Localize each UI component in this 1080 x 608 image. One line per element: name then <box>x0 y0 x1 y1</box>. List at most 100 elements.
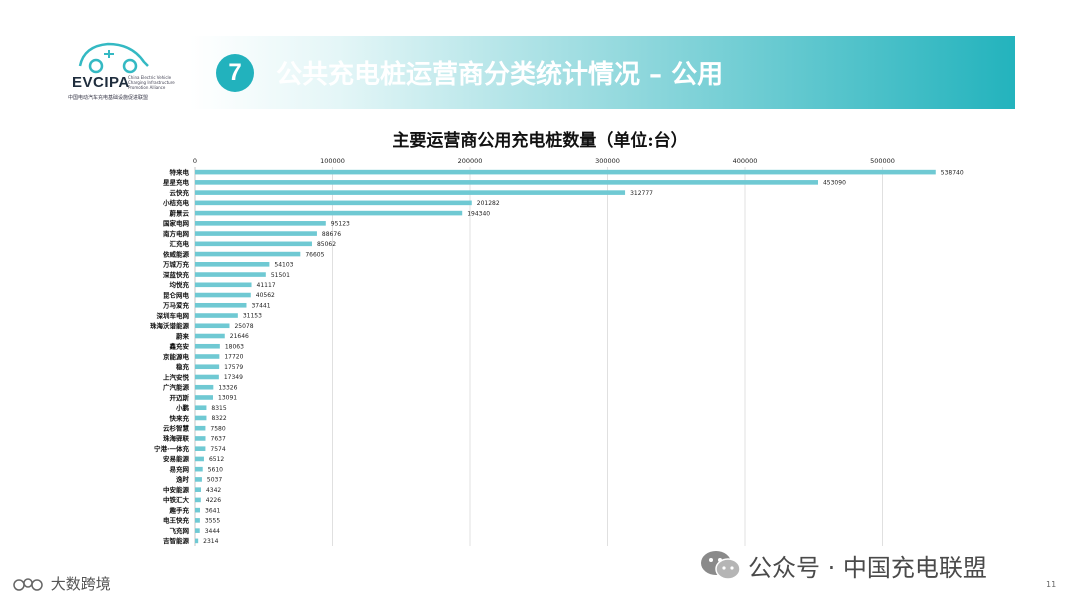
category-label: 特来电 <box>170 167 190 176</box>
bar <box>195 425 206 431</box>
bar <box>195 262 270 267</box>
bar <box>195 241 312 247</box>
bar <box>195 436 206 441</box>
value-label: 2314 <box>203 538 218 545</box>
category-label: 易充网 <box>170 464 190 473</box>
bar <box>195 487 201 492</box>
value-label: 37441 <box>251 302 270 309</box>
category-label: 小桔充电 <box>162 198 190 207</box>
category-label: 趣手充 <box>169 505 190 514</box>
wechat-account: 公众号 · 中国充电联盟 <box>748 554 987 582</box>
bar <box>195 210 463 216</box>
bar <box>195 169 936 175</box>
value-label: 54103 <box>274 262 293 269</box>
bar <box>195 456 204 462</box>
bar <box>195 364 220 370</box>
category-label: 吉智能源 <box>163 536 190 545</box>
source-brand-name: 大数跨境 <box>50 575 111 593</box>
bar <box>195 374 219 380</box>
bar <box>195 395 214 400</box>
bar <box>195 200 472 206</box>
category-label: 云快充 <box>170 188 190 197</box>
chart-title: 主要运营商公用充电桩数量（单位:台） <box>392 131 688 151</box>
category-label: 蔚景云 <box>170 208 190 217</box>
category-label: 鑫充安 <box>169 342 190 351</box>
value-label: 5037 <box>207 477 222 484</box>
value-label: 538740 <box>941 169 964 176</box>
value-label: 51501 <box>271 272 290 279</box>
category-label: 电王快充 <box>163 516 190 525</box>
category-label: 昆仑网电 <box>163 290 190 299</box>
value-label: 25078 <box>234 323 253 330</box>
category-label: 快来充 <box>170 413 190 422</box>
value-label: 88676 <box>322 231 341 238</box>
bar <box>195 405 207 411</box>
brand-chinese: 中国电动汽车充电基础设施促进联盟 <box>68 95 149 101</box>
value-label: 17579 <box>224 364 243 371</box>
value-label: 3641 <box>205 507 220 514</box>
value-label: 3444 <box>205 528 220 535</box>
value-label: 201282 <box>477 200 500 207</box>
value-label: 7637 <box>211 436 226 443</box>
category-label: 国家电网 <box>163 219 190 228</box>
value-label: 8315 <box>211 405 226 412</box>
bar <box>195 333 225 339</box>
category-label: 逸时 <box>176 475 190 484</box>
value-label: 13326 <box>218 384 237 391</box>
category-label: 万城万充 <box>162 260 190 269</box>
x-tick-label: 200000 <box>458 157 483 165</box>
wechat-icon <box>701 551 741 580</box>
bar <box>195 354 220 359</box>
category-label: 珠海沃谱能源 <box>150 321 190 330</box>
value-label: 6512 <box>209 456 224 463</box>
bar <box>195 538 199 544</box>
bar <box>195 477 202 482</box>
category-label: 上汽安悦 <box>163 372 190 381</box>
category-label: 小鹏 <box>175 403 190 412</box>
bar <box>195 446 206 451</box>
value-label: 41117 <box>257 282 276 289</box>
bar <box>195 497 201 503</box>
category-label: 汇充电 <box>170 239 190 248</box>
page-number: 11 <box>1046 580 1057 589</box>
bar <box>195 272 266 277</box>
category-label: 京能源电 <box>163 352 190 361</box>
brand-name: EVCIPA <box>72 74 130 91</box>
category-label: 中安能源 <box>163 485 190 494</box>
value-label: 3555 <box>205 518 220 525</box>
bar <box>195 343 220 349</box>
category-label: 广汽能源 <box>163 383 190 392</box>
bar <box>195 528 200 533</box>
value-label: 4342 <box>206 487 221 494</box>
value-label: 40562 <box>256 292 275 299</box>
x-tick-label: 500000 <box>870 157 895 165</box>
bar <box>195 384 214 390</box>
section-header: 7 公共充电桩运营商分类统计情况 – 公用 <box>190 36 1015 109</box>
category-label: 云杉智慧 <box>163 424 190 433</box>
category-label: 均悦充 <box>170 280 190 289</box>
bar <box>195 323 230 329</box>
value-label: 95123 <box>331 221 350 228</box>
bar <box>195 313 238 318</box>
value-label: 453090 <box>823 180 846 187</box>
bar <box>195 180 818 185</box>
category-label: 深圳车电网 <box>157 311 190 320</box>
source-brand: 大数跨境 <box>12 573 111 594</box>
bar <box>195 302 247 308</box>
x-tick-label: 400000 <box>733 157 758 165</box>
value-label: 194340 <box>467 210 490 217</box>
value-label: 8322 <box>211 415 226 422</box>
value-label: 7574 <box>210 446 225 453</box>
x-tick-label: 300000 <box>595 157 620 165</box>
section-number: 7 <box>216 54 254 92</box>
value-label: 76605 <box>305 251 324 258</box>
car-plug-icon <box>78 42 149 74</box>
category-label: 依威能源 <box>163 249 190 258</box>
value-label: 4226 <box>206 497 221 504</box>
category-label: 开迈斯 <box>170 393 190 402</box>
category-label: 珠海驿联 <box>163 434 190 443</box>
category-label: 南方电网 <box>163 229 190 238</box>
bar <box>195 190 626 195</box>
category-label: 深蓝快充 <box>163 270 190 279</box>
